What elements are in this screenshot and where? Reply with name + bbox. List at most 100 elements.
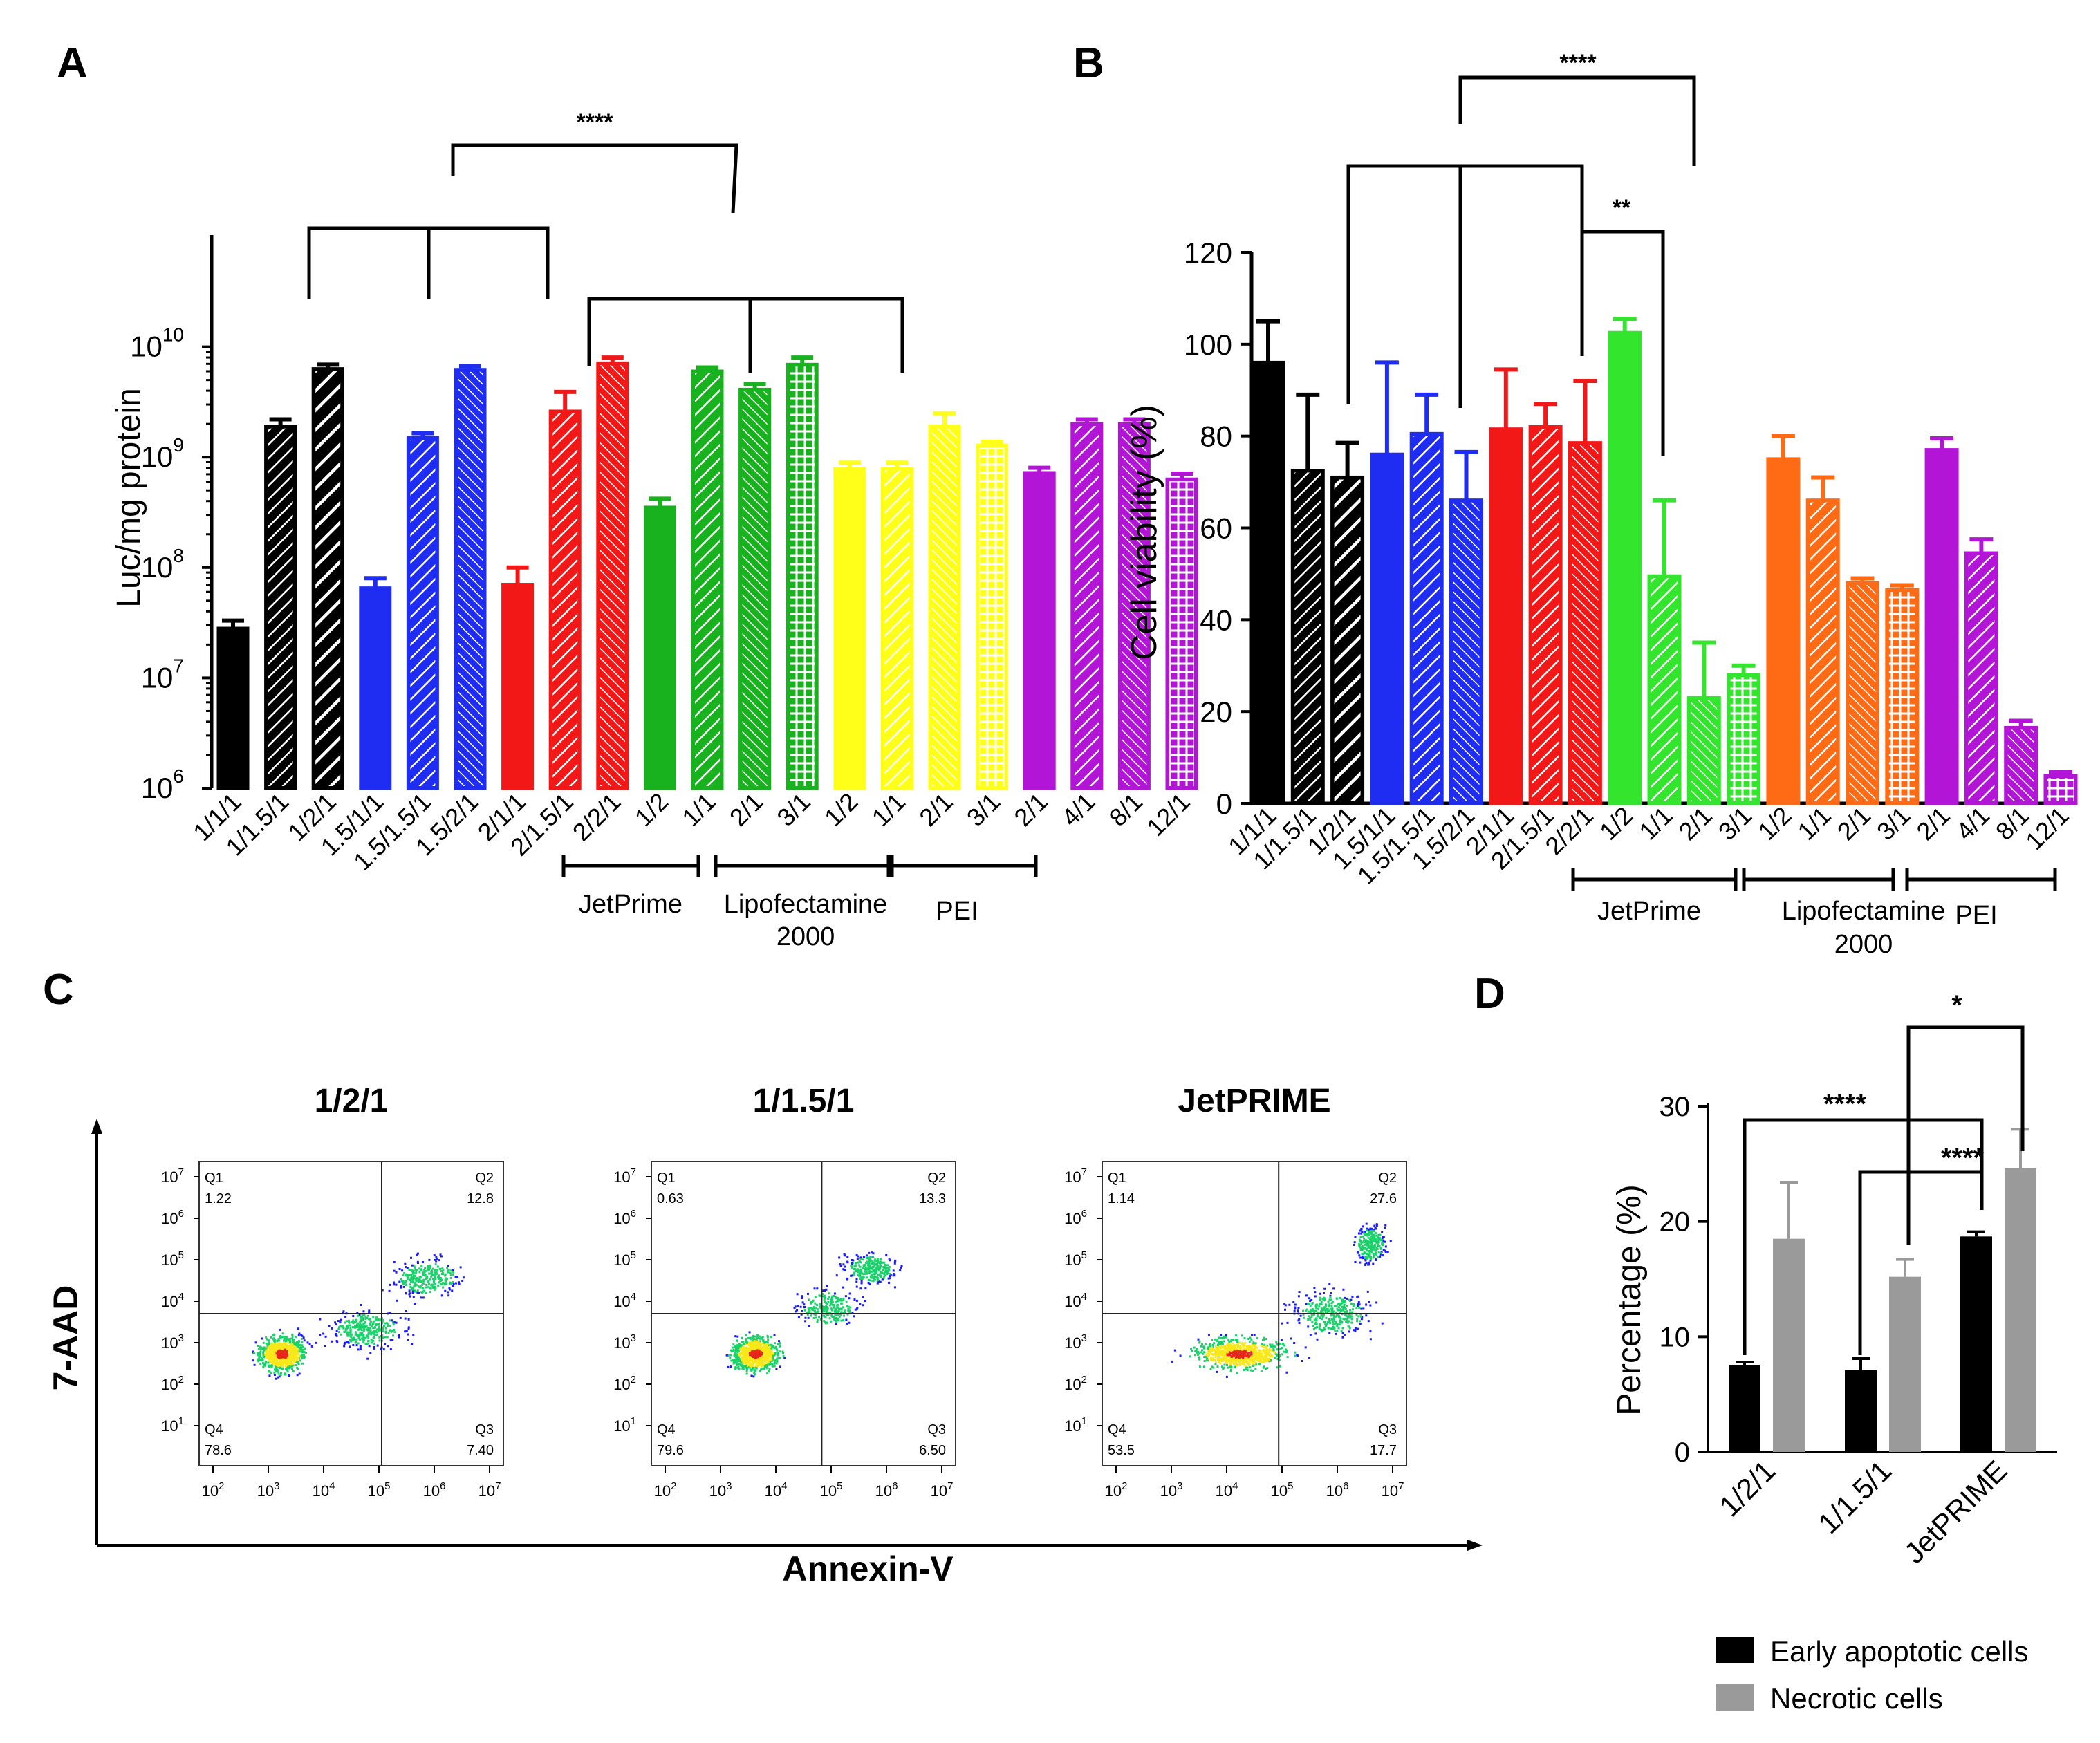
flow-dot	[1332, 1325, 1335, 1328]
x-tick-label: 8/1	[1104, 787, 1148, 832]
flow-dot	[357, 1342, 360, 1345]
flow-dot	[291, 1345, 294, 1348]
flow-dot	[854, 1267, 857, 1270]
flow-dot	[842, 1298, 845, 1301]
flow-dot	[372, 1316, 375, 1318]
y-tick-label: 40	[1200, 604, 1232, 636]
bar-hatch	[1532, 429, 1559, 801]
flow-dot	[335, 1323, 337, 1326]
quadrant-value: 7.40	[467, 1443, 494, 1458]
panel-b-significance-top: ****	[1560, 50, 1597, 76]
flow-scatter	[1171, 1222, 1392, 1378]
flow-dot	[1320, 1307, 1323, 1310]
flow-dot	[414, 1285, 417, 1287]
flow-dot	[751, 1352, 754, 1354]
flow-dot	[1227, 1348, 1230, 1351]
flow-dot	[439, 1276, 442, 1279]
flow-x-tick-exponent: 3	[1177, 1480, 1182, 1492]
bar-hatch	[884, 470, 910, 786]
flow-dot	[1245, 1351, 1248, 1354]
flow-dot	[1270, 1345, 1273, 1348]
flow-dot	[288, 1362, 290, 1365]
flow-dot	[887, 1269, 890, 1272]
flow-dot	[434, 1287, 436, 1289]
flow-dot	[334, 1321, 337, 1324]
flow-dot	[1252, 1355, 1255, 1358]
flow-dot	[1330, 1307, 1332, 1310]
flow-dot	[1302, 1309, 1305, 1312]
flow-dot	[1330, 1298, 1333, 1301]
flow-dot	[762, 1361, 765, 1363]
flow-dot	[1255, 1346, 1258, 1349]
flow-dot	[754, 1345, 756, 1348]
flow-dot	[1332, 1320, 1335, 1323]
flow-dot	[434, 1271, 436, 1274]
flow-dot	[1368, 1261, 1370, 1264]
flow-dot	[360, 1329, 363, 1332]
flow-dot	[1353, 1243, 1355, 1246]
sig-bracket-lower	[1346, 164, 1584, 404]
flow-dot	[294, 1350, 297, 1353]
flow-dot	[1217, 1351, 1220, 1354]
flow-dot	[757, 1336, 760, 1339]
flow-dot	[1361, 1246, 1364, 1249]
flow-dot	[1379, 1247, 1382, 1249]
flow-plot-title: JetPRIME	[1178, 1083, 1330, 1119]
flow-dot	[1357, 1251, 1359, 1254]
flow-dot	[1370, 1239, 1373, 1242]
flow-dot	[367, 1342, 370, 1345]
flow-dot	[1336, 1325, 1339, 1327]
flow-dot	[749, 1338, 752, 1341]
flow-dot	[391, 1339, 394, 1341]
flow-dot	[1254, 1345, 1256, 1348]
bar-hatch	[1453, 502, 1480, 801]
flow-dot	[1242, 1352, 1245, 1354]
flow-dot	[757, 1360, 760, 1363]
flow-dot	[1276, 1358, 1279, 1361]
flow-x-tick: 102	[1105, 1480, 1128, 1500]
flow-dot	[1247, 1346, 1249, 1349]
flow-dot	[1321, 1330, 1323, 1332]
flow-dot	[1334, 1329, 1337, 1332]
flow-dot	[750, 1343, 753, 1345]
flow-dot	[1264, 1352, 1267, 1354]
flow-x-tick-exponent: 6	[440, 1480, 445, 1492]
flow-dot	[1248, 1363, 1251, 1366]
flow-dot	[765, 1361, 768, 1364]
flow-dot	[382, 1328, 385, 1331]
flow-dot	[1369, 1241, 1372, 1244]
flow-dot	[1342, 1301, 1345, 1304]
flow-dot	[382, 1336, 385, 1339]
flow-dot	[1321, 1308, 1323, 1311]
flow-dot	[367, 1339, 370, 1342]
flow-dot	[324, 1335, 327, 1338]
flow-dot	[1236, 1360, 1239, 1363]
flow-y-tick-exponent: 5	[631, 1249, 636, 1261]
flow-dot	[736, 1339, 738, 1342]
flow-dot	[1256, 1336, 1259, 1339]
flow-dot	[381, 1326, 384, 1329]
flow-y-tick-exponent: 3	[631, 1332, 636, 1344]
flow-dot	[1258, 1352, 1261, 1355]
flow-dot	[900, 1265, 903, 1267]
flow-dot	[1346, 1310, 1348, 1313]
flow-x-tick-exponent: 2	[671, 1480, 676, 1492]
flow-dot	[746, 1357, 749, 1360]
flow-dot	[1377, 1239, 1380, 1242]
flow-dot	[1254, 1349, 1257, 1352]
flow-dot	[301, 1345, 304, 1348]
flow-dot	[1362, 1307, 1365, 1310]
flow-dot	[412, 1281, 415, 1284]
flow-dot	[1248, 1349, 1251, 1352]
flow-dot	[268, 1357, 270, 1360]
flow-dot	[370, 1339, 373, 1341]
flow-dot	[277, 1358, 279, 1361]
flow-dot	[756, 1356, 759, 1359]
flow-dot	[764, 1353, 767, 1356]
flow-dot	[261, 1357, 263, 1360]
flow-x-tick: 105	[820, 1480, 843, 1500]
y-tick-label: 30	[1660, 1092, 1691, 1122]
flow-dot	[1350, 1321, 1353, 1324]
flow-dot	[1346, 1315, 1349, 1318]
flow-y-tick-exponent: 6	[631, 1208, 636, 1220]
